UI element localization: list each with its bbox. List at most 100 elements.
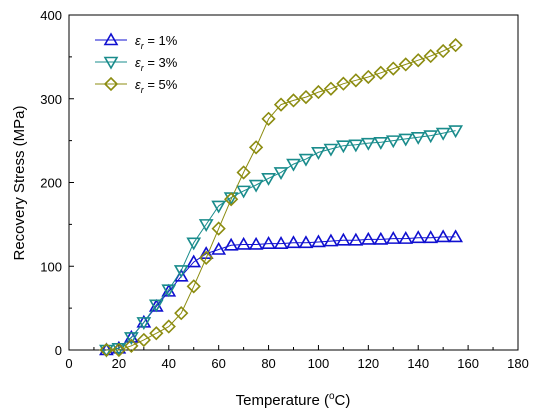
data-point-diamond [103, 76, 119, 92]
data-point-triangle-up [261, 236, 276, 249]
data-point-triangle-up [410, 230, 426, 244]
data-point-diamond [448, 38, 463, 53]
data-point-triangle-up [223, 237, 239, 251]
data-point-triangle-up [348, 232, 364, 246]
data-point-triangle-up [236, 236, 251, 250]
x-tick-label: 140 [407, 356, 429, 371]
data-point-triangle-down [103, 56, 119, 70]
data-point-diamond [398, 57, 413, 72]
data-point-diamond [261, 111, 276, 126]
data-point-diamond [336, 76, 351, 91]
data-point-diamond [99, 342, 114, 358]
data-point-triangle-down [311, 147, 326, 160]
data-point-diamond [436, 43, 451, 59]
legend-label: εr = 5% [135, 77, 178, 95]
data-point-triangle-down [148, 299, 164, 313]
data-point-triangle-down [211, 200, 227, 214]
legend-entry-2: εr = 3% [95, 55, 178, 73]
x-tick-label: 120 [357, 356, 379, 371]
series-line [106, 236, 456, 351]
series-3 [99, 38, 463, 358]
data-point-triangle-down [248, 179, 264, 193]
data-point-diamond [161, 319, 176, 334]
data-point-triangle-down [298, 153, 314, 167]
data-point-diamond [298, 89, 314, 105]
data-point-diamond [373, 65, 388, 80]
x-axis-title: Temperature (oC) [236, 391, 351, 409]
y-tick-label: 100 [40, 259, 62, 274]
x-tick-label: 40 [162, 356, 176, 371]
data-point-triangle-down [198, 219, 214, 232]
data-point-triangle-down [99, 344, 114, 358]
data-point-diamond [186, 279, 201, 294]
data-point-triangle-up [103, 32, 119, 46]
legend: εr = 1% εr = 3% εr = 5% [95, 32, 178, 95]
data-point-triangle-down [373, 137, 389, 150]
x-tick-label: 0 [65, 356, 72, 371]
x-tick-label: 80 [261, 356, 275, 371]
y-axis-title: Recovery Stress (MPa) [11, 105, 28, 260]
data-point-triangle-down [161, 284, 177, 298]
data-point-triangle-up [385, 231, 401, 244]
data-point-triangle-up [435, 229, 451, 243]
data-point-triangle-down [410, 131, 426, 145]
legend-label: εr = 3% [135, 55, 178, 73]
legend-label: εr = 1% [135, 33, 178, 51]
y-tick-label: 200 [40, 176, 62, 191]
data-point-diamond [386, 61, 401, 76]
data-point-triangle-down [348, 139, 364, 153]
data-point-triangle-up [273, 236, 289, 249]
data-point-triangle-up [298, 235, 314, 249]
data-point-triangle-down [173, 265, 189, 279]
data-point-triangle-down [236, 185, 251, 199]
data-point-triangle-up [448, 229, 464, 243]
legend-entry-3: εr = 5% [95, 76, 178, 95]
data-point-triangle-up [360, 231, 376, 245]
legend-entry-1: εr = 1% [95, 32, 178, 51]
data-point-diamond [323, 81, 339, 96]
data-point-diamond [236, 165, 251, 180]
data-point-diamond [311, 84, 326, 100]
y-tick-label: 300 [40, 92, 62, 107]
y-tick-label: 0 [55, 343, 62, 358]
data-point-triangle-up [311, 234, 326, 248]
data-point-diamond [286, 93, 301, 108]
data-point-triangle-down [423, 130, 439, 144]
data-point-diamond [136, 332, 151, 348]
data-point-diamond [411, 53, 426, 68]
data-point-diamond [111, 342, 127, 358]
data-point-diamond [273, 97, 289, 112]
data-point-diamond [149, 326, 164, 341]
data-point-triangle-down [261, 173, 276, 186]
data-point-diamond [224, 192, 239, 207]
data-point-triangle-up [323, 233, 339, 247]
data-point-triangle-up [186, 254, 202, 268]
data-point-triangle-down [323, 143, 339, 157]
series-1 [99, 229, 464, 356]
series-line [106, 130, 456, 351]
data-point-triangle-up [423, 230, 439, 244]
data-point-triangle-down [136, 317, 152, 330]
data-point-triangle-down [448, 125, 464, 139]
data-point-diamond [124, 338, 139, 353]
data-point-triangle-down [286, 158, 301, 172]
data-point-triangle-down [123, 332, 139, 346]
x-tick-label: 160 [457, 356, 479, 371]
data-point-triangle-up [248, 236, 264, 250]
x-tick-label: 20 [112, 356, 126, 371]
data-point-triangle-down [385, 135, 401, 149]
data-point-diamond [348, 73, 363, 88]
data-point-diamond [361, 69, 376, 85]
series-layer [99, 38, 464, 358]
data-point-triangle-down [435, 127, 451, 141]
data-point-triangle-down [360, 137, 376, 151]
data-point-triangle-up [398, 231, 414, 244]
data-point-triangle-up [286, 235, 301, 249]
data-point-triangle-up [211, 241, 227, 255]
data-point-diamond [423, 48, 438, 64]
data-point-triangle-down [336, 140, 351, 154]
series-2 [99, 125, 464, 358]
data-point-triangle-down [273, 167, 289, 181]
data-point-triangle-up [336, 232, 351, 246]
